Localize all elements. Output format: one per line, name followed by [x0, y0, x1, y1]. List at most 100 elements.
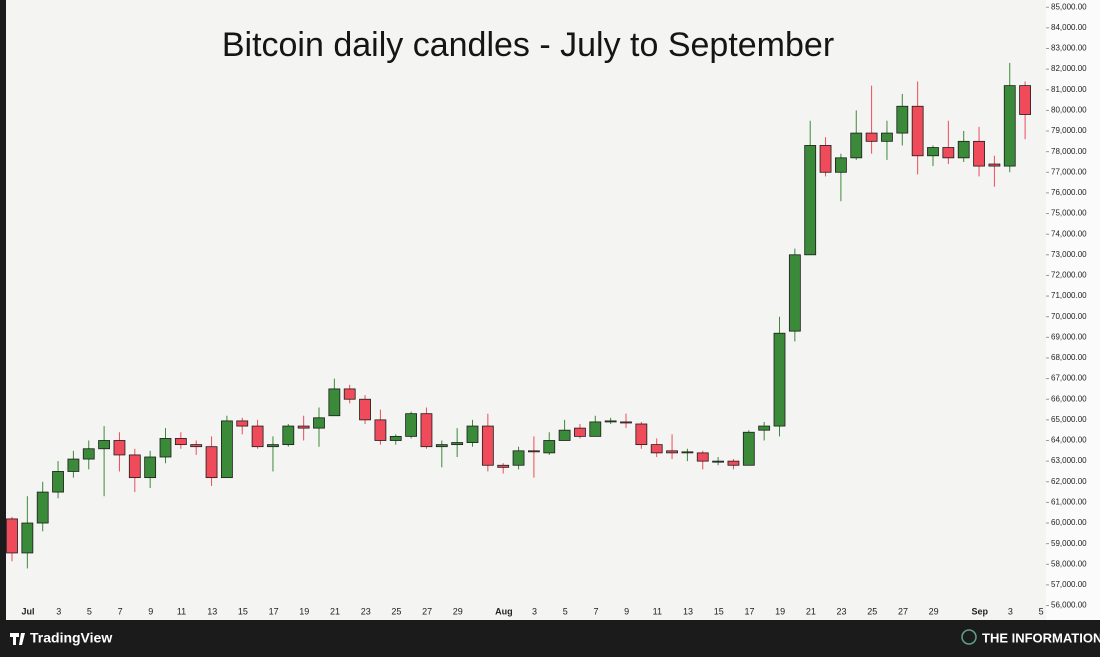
y-tick-label: 84,000.00 [1051, 23, 1087, 32]
candle-body [497, 464, 510, 468]
x-tick-label: 27 [422, 606, 432, 616]
y-tick-label: 70,000.00 [1051, 312, 1087, 321]
candle-body [543, 440, 556, 454]
candle-body [620, 421, 632, 424]
x-tick-label: 11 [653, 606, 662, 616]
y-tick-label: 59,000.00 [1051, 539, 1087, 548]
y-tick-label: 76,000.00 [1051, 188, 1087, 197]
candle-body [773, 332, 786, 427]
y-tick-label: 72,000.00 [1051, 271, 1087, 280]
publisher: THE INFORMATIONIST [982, 630, 1100, 645]
candle-body [174, 438, 187, 446]
x-tick-label: 3 [1008, 606, 1013, 616]
y-tick-label: 64,000.00 [1051, 436, 1087, 445]
candle-body [804, 145, 817, 256]
candle-body [1003, 85, 1016, 167]
candle-body [988, 163, 1001, 167]
candle-body [405, 413, 418, 437]
publisher-logo [961, 629, 977, 645]
candle-body [666, 450, 678, 454]
y-tick-label: 61,000.00 [1051, 498, 1087, 507]
candle-body [696, 452, 709, 462]
candle-body [819, 145, 832, 173]
x-tick-label: 7 [118, 606, 123, 616]
x-tick-label: 21 [330, 606, 340, 616]
candle-body [604, 420, 617, 423]
y-tick-label: 73,000.00 [1051, 250, 1087, 259]
x-tick-label: 17 [269, 606, 279, 616]
y-tick-label: 71,000.00 [1051, 291, 1087, 300]
y-tick-label: 75,000.00 [1051, 209, 1087, 218]
candle-body [850, 132, 863, 159]
candle-body [635, 423, 648, 446]
y-tick-label: 65,000.00 [1051, 415, 1087, 424]
x-tick-label: 25 [867, 606, 877, 616]
x-tick-label: 7 [593, 606, 598, 616]
y-tick-label: 77,000.00 [1051, 167, 1087, 176]
candle-body [712, 460, 724, 463]
x-tick-label: 29 [453, 606, 463, 616]
candle-body [128, 454, 141, 479]
candle-body [927, 147, 939, 157]
candle-body [512, 450, 525, 466]
x-tick-label: 21 [806, 606, 816, 616]
x-tick-label: 5 [1039, 606, 1044, 616]
y-tick-label: 79,000.00 [1051, 126, 1087, 135]
x-tick-label: 13 [683, 606, 693, 616]
x-tick-label: 9 [624, 606, 629, 616]
y-tick-label: 60,000.00 [1051, 518, 1087, 527]
candle-body [282, 425, 295, 446]
x-tick-label: 29 [929, 606, 939, 616]
x-tick-label: 5 [87, 606, 92, 616]
x-tick-label: 17 [744, 606, 754, 616]
candle-body [727, 460, 740, 466]
candle-body [742, 431, 755, 466]
candle-body [681, 451, 694, 454]
candle-body [159, 438, 172, 458]
y-tick-label: 82,000.00 [1051, 64, 1087, 73]
y-tick-label: 66,000.00 [1051, 394, 1087, 403]
candle-body [6, 518, 18, 554]
candle-body [865, 132, 878, 142]
x-tick-label: 13 [207, 606, 217, 616]
candle-body [36, 491, 49, 524]
candle-body [297, 425, 310, 429]
y-tick-label: 62,000.00 [1051, 477, 1087, 486]
x-tick-label: 23 [837, 606, 847, 616]
candle-body [558, 429, 571, 441]
candle-body [466, 425, 479, 443]
x-tick-label: 19 [299, 606, 309, 616]
y-tick-label: 78,000.00 [1051, 147, 1087, 156]
candle-body [942, 147, 955, 159]
y-tick-label: 56,000.00 [1051, 601, 1087, 610]
candle-body [144, 456, 157, 479]
candle-body [420, 413, 433, 448]
candle-body [788, 254, 801, 332]
plot-area [6, 0, 1046, 620]
y-tick-label: 83,000.00 [1051, 44, 1087, 53]
candle-body [220, 420, 233, 479]
x-tick-label: 5 [563, 606, 568, 616]
candle-body [835, 157, 847, 173]
candle-body [1019, 85, 1031, 115]
y-tick-label: 57,000.00 [1051, 580, 1087, 589]
y-tick-label: 80,000.00 [1051, 105, 1087, 114]
candle-body [205, 446, 218, 479]
candle-body [82, 448, 95, 460]
y-tick-label: 63,000.00 [1051, 456, 1087, 465]
candle-body [98, 440, 110, 450]
y-tick-label: 68,000.00 [1051, 353, 1087, 362]
candle-body [52, 471, 64, 493]
candle-body [528, 450, 540, 453]
y-tick-label: 85,000.00 [1051, 2, 1087, 11]
price-axis [1046, 0, 1100, 620]
candle-body [67, 458, 80, 472]
candle-body [650, 444, 663, 454]
x-tick-label: 11 [177, 606, 186, 616]
candle-body [359, 398, 371, 421]
y-tick-label: 69,000.00 [1051, 332, 1087, 341]
candle-body [896, 105, 909, 134]
candle-body [190, 444, 203, 448]
